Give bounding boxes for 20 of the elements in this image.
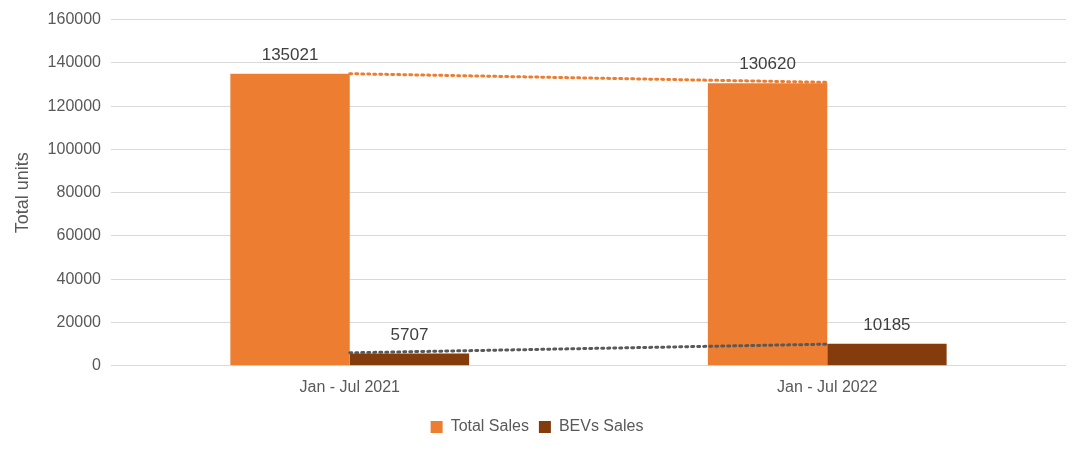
data-label: 5707 — [390, 324, 429, 344]
y-axis-title: Total units — [11, 152, 32, 234]
y-tick-label: 140000 — [47, 53, 102, 71]
y-tick-label: 120000 — [47, 96, 102, 114]
bar — [827, 343, 947, 366]
bar — [349, 353, 470, 366]
y-tick-label: 160000 — [47, 10, 102, 28]
x-tick-label: Jan - Jul 2022 — [776, 377, 878, 395]
x-tick-label: Jan - Jul 2021 — [299, 377, 401, 395]
y-tick-label: 0 — [92, 356, 102, 374]
legend-label: BEVs Sales — [558, 417, 644, 435]
data-label: 130620 — [739, 54, 796, 74]
legend-label: Total Sales — [450, 417, 529, 435]
y-tick-label: 60000 — [56, 226, 102, 244]
y-tick-label: 100000 — [47, 139, 102, 157]
data-label: 135021 — [261, 44, 319, 64]
data-label: 10185 — [863, 314, 911, 334]
y-tick-label: 20000 — [56, 312, 102, 330]
y-tick-label: 80000 — [56, 183, 102, 201]
y-tick-label: 40000 — [56, 269, 102, 287]
